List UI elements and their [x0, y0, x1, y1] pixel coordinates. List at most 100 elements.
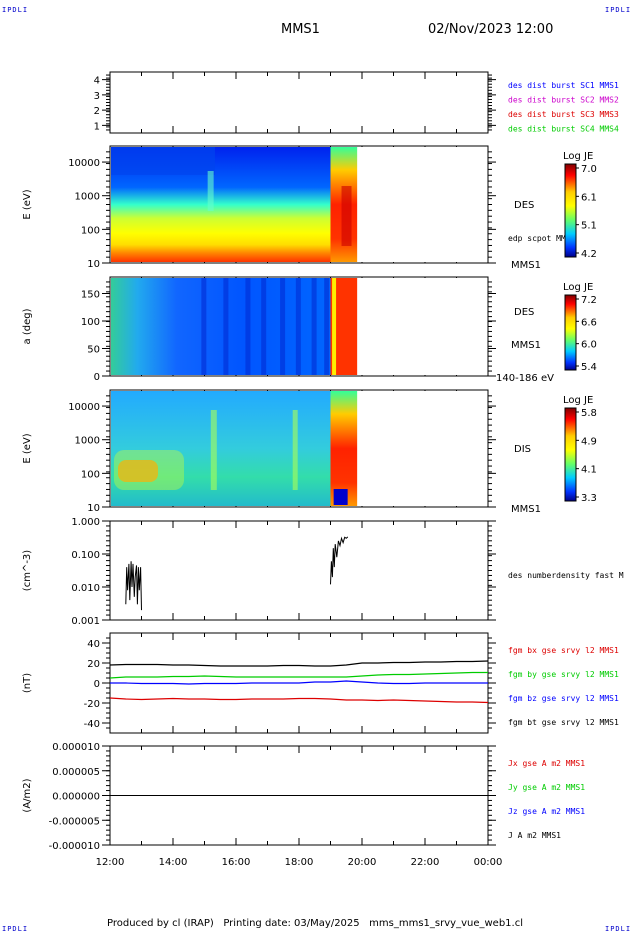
- panel-right-label: DIS: [514, 444, 531, 455]
- panels-layer: 1 2 3 4 des dist burst SC1 MMS1 des dist burs…: [22, 71, 624, 868]
- y-tick-label: -20: [84, 699, 100, 710]
- colorbar-scale: [564, 163, 577, 258]
- spectrogram-stripe: [201, 278, 207, 375]
- panel-fgm: -40 -20 0 20 40 (nT) fgm bx gse srvy l2 MMS1 fg…: [22, 632, 619, 734]
- y-tick-label: 100: [81, 225, 100, 236]
- x-tick-label: 22:00: [411, 857, 440, 868]
- y-tick-label: 0.001: [71, 616, 100, 627]
- y-tick-label: 0.010: [71, 583, 100, 594]
- spectrogram-dis-energy: [111, 391, 487, 506]
- x-tick-label: 16:00: [222, 857, 251, 868]
- y-tick-label: 0.000010: [52, 742, 100, 753]
- y-tick-label: 1.000: [71, 517, 100, 528]
- colorbar-tick-label: 6.6: [581, 317, 597, 328]
- panel-des_energy: 10 100 1000 10000 E (eV) DES edp scpot MMS1 MMS…: [22, 145, 597, 271]
- panel-frame: [109, 520, 489, 621]
- legend-entry: des dist burst SC1 MMS1: [508, 81, 619, 90]
- colorbar-tick-label: 6.1: [581, 192, 597, 203]
- colorbar-title: Log JE: [563, 395, 593, 406]
- corner-tag-bottom-right: IPDLI: [605, 925, 630, 933]
- y-axis-label: (A/m2): [22, 778, 33, 812]
- y-tick-label: 0: [94, 372, 100, 383]
- x-tick-label: 20:00: [348, 857, 377, 868]
- density-series-line: [330, 536, 349, 585]
- legend-entry: Jy gse A m2 MMS1: [508, 783, 585, 792]
- panel-bottom-label: 140-186 eV: [496, 373, 554, 384]
- colorbar-tick-label: 5.1: [581, 221, 597, 232]
- spectrogram-stripe: [261, 278, 267, 375]
- panel-right-label: DES: [514, 307, 534, 318]
- spectrogram-stripe: [245, 278, 251, 375]
- spectrogram-blank: [357, 278, 487, 375]
- spectrogram-stripe: [311, 278, 317, 375]
- spectrogram-des-energy: [111, 147, 487, 262]
- y-tick-label: 20: [87, 659, 100, 670]
- spectrogram-blank: [357, 391, 487, 506]
- panel-current: -0.000010 -0.000005 0.000000 0.000005 0.0000…: [22, 742, 585, 868]
- colorbar-tick-label: 3.3: [581, 493, 597, 504]
- y-tick-label: 100: [81, 469, 100, 480]
- y-tick-label: 2: [94, 106, 100, 117]
- panel-des_pitch: 0 50 100 150 a (deg) DES MMS1 140-186 eV Log JE 7…: [22, 276, 597, 384]
- spectrogram-stripe: [324, 278, 330, 375]
- colorbar-scale: [564, 407, 577, 502]
- panel-burst: 1 2 3 4 des dist burst SC1 MMS1 des dist burs…: [94, 71, 619, 134]
- panel-density: 0.001 0.010 0.100 1.000 (cm^-3) des numberden…: [22, 517, 624, 627]
- spectrogram-low: [333, 489, 348, 505]
- y-tick-label: 1: [94, 121, 100, 132]
- legend-entry: des dist burst SC3 MMS3: [508, 110, 619, 119]
- y-tick-label: 10: [87, 259, 100, 270]
- colorbar-scale: [564, 294, 577, 371]
- legend-entry: fgm bx gse srvy l2 MMS1: [508, 646, 619, 655]
- spectrogram-stripe: [295, 278, 301, 375]
- corner-tag-top-right: IPDLI: [605, 6, 630, 14]
- y-tick-label: 150: [81, 290, 100, 301]
- y-tick-label: 40: [87, 639, 100, 650]
- y-axis-label: a (deg): [22, 308, 33, 344]
- x-tick-label: 00:00: [474, 857, 503, 868]
- colorbar-title: Log JE: [563, 282, 593, 293]
- spectrogram-des-pitch: [111, 278, 487, 375]
- colorbar-tick-label: 5.4: [581, 362, 597, 373]
- y-tick-label: 1000: [75, 192, 100, 203]
- spectrogram-stripe: [292, 410, 298, 490]
- spectrogram-core: [341, 186, 352, 246]
- y-tick-label: 1000: [75, 436, 100, 447]
- legend-entry: fgm by gse srvy l2 MMS1: [508, 670, 619, 679]
- spectrogram-patch: [207, 171, 214, 211]
- spectrogram-stripe: [210, 410, 217, 490]
- legend-entry: Jx gse A m2 MMS1: [508, 759, 585, 768]
- x-tick-label: 12:00: [96, 857, 125, 868]
- y-axis-label: E (eV): [22, 433, 33, 463]
- fgm-series-line: [109, 660, 489, 667]
- colorbar-tick-label: 5.8: [581, 408, 597, 419]
- legend-entry: des dist burst SC2 MMS2: [508, 96, 619, 105]
- colorbar-tick-label: 6.0: [581, 340, 597, 351]
- y-tick-label: 4: [94, 76, 100, 87]
- spectrogram-hot: [330, 391, 358, 506]
- overlay-label: edp scpot MMS1: [508, 234, 576, 243]
- legend-entry: fgm bz gse srvy l2 MMS1: [508, 694, 619, 703]
- legend-entry: des dist burst SC4 MMS4: [508, 125, 619, 134]
- colorbar-tick-label: 7.2: [581, 295, 597, 306]
- y-tick-label: -0.000005: [49, 816, 100, 827]
- panel-frame: [109, 71, 489, 134]
- legend-entry: J A m2 MMS1: [508, 831, 561, 840]
- spectrogram-edge: [332, 278, 337, 375]
- legend-entry: des numberdensity fast M: [508, 571, 624, 580]
- fgm-series-line: [109, 697, 489, 704]
- y-tick-label: 10: [87, 503, 100, 514]
- legend-entry: fgm bt gse srvy l2 MMS1: [508, 718, 619, 727]
- spectrogram-stripe: [223, 278, 229, 375]
- panel-bottom-label: MMS1: [511, 504, 541, 515]
- spectrogram-patch: [118, 460, 158, 482]
- panel-dis_energy: 10 100 1000 10000 E (eV) DIS MMS1 Log JE 5.8 4.9 4…: [22, 389, 597, 515]
- spectrogram-blank: [357, 147, 487, 262]
- y-tick-label: 0.100: [71, 550, 100, 561]
- y-tick-label: 0.000005: [52, 767, 100, 778]
- y-tick-label: 50: [87, 345, 100, 356]
- spectrogram-stripe: [280, 278, 286, 375]
- colorbar-tick-label: 4.1: [581, 465, 597, 476]
- spectrogram-patch: [114, 450, 184, 490]
